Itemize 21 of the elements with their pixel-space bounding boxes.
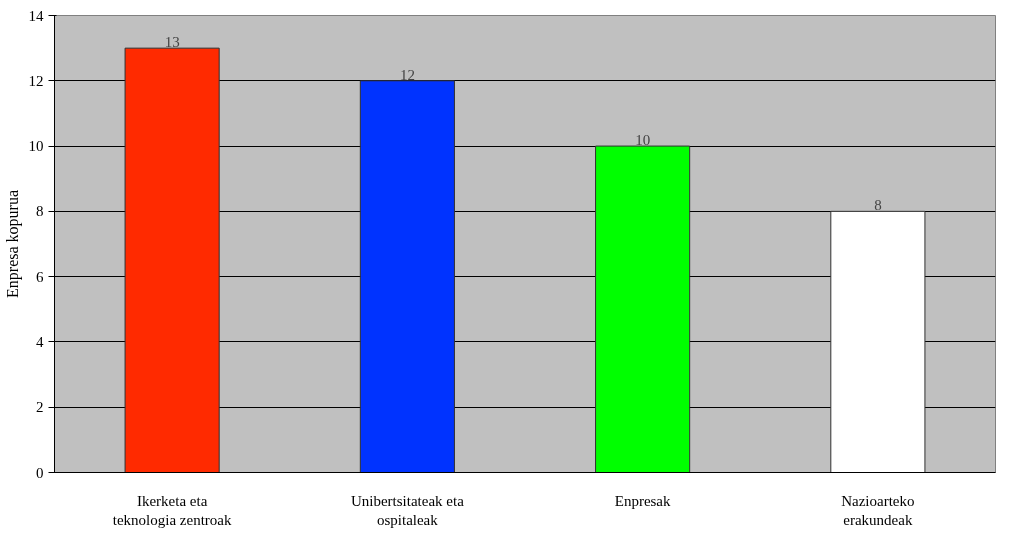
x-tick-label: Nazioarteko erakundeak	[841, 492, 915, 528]
bar	[595, 145, 691, 473]
x-tick-label: Unibertsitateak eta ospitaleak	[350, 492, 465, 528]
bar	[359, 80, 455, 473]
data-label: 12	[399, 66, 415, 83]
y-tick-label: 12	[28, 72, 44, 89]
y-tick-label: 0	[36, 464, 44, 481]
y-tick-label: 10	[28, 138, 44, 155]
x-tick-label: Ikerketa eta teknologia zentroak	[112, 492, 232, 528]
y-tick-label: 2	[36, 399, 44, 416]
x-tick-label: Enpresak	[614, 492, 672, 509]
data-label: 8	[874, 197, 882, 214]
y-tick-label: 8	[36, 203, 44, 220]
y-axis-title: Enpresa kopurua	[3, 190, 22, 298]
y-tick-label: 14	[28, 7, 44, 24]
bar	[124, 47, 220, 473]
data-label: 13	[164, 34, 180, 51]
data-label: 10	[635, 132, 651, 149]
bar	[830, 210, 926, 473]
y-tick-label: 4	[36, 333, 44, 350]
y-tick-label: 6	[36, 268, 44, 285]
